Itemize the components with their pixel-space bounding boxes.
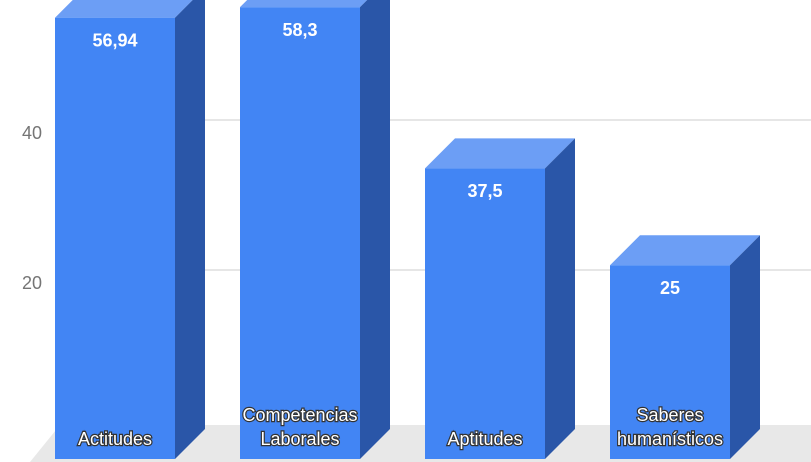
value-label: 56,94 (92, 30, 137, 50)
bar-top (610, 235, 760, 266)
x-tick-label: Actitudes (78, 429, 152, 449)
value-label: 58,3 (282, 20, 317, 40)
bar-top (425, 138, 575, 169)
bar-side (545, 138, 575, 459)
bar (425, 138, 575, 459)
bar-front (425, 168, 545, 459)
bar-front (240, 7, 360, 460)
x-tick-label: Competencias Laborales (242, 405, 357, 449)
y-tick-label: 40 (22, 123, 42, 143)
bar-side (730, 235, 760, 459)
bar (240, 0, 390, 460)
bar-front (55, 17, 175, 460)
bar (55, 0, 205, 460)
bar-top (240, 0, 368, 8)
bar-side (175, 0, 205, 459)
value-label: 25 (660, 278, 680, 298)
x-tick-label: Saberes humanísticos (617, 405, 723, 449)
bar-top (55, 0, 193, 18)
x-tick-label: Aptitudes (447, 429, 522, 449)
bar-side (360, 0, 390, 459)
bar (610, 235, 760, 459)
bar-front (610, 265, 730, 459)
y-tick-label: 20 (22, 273, 42, 293)
value-label: 37,5 (467, 181, 502, 201)
